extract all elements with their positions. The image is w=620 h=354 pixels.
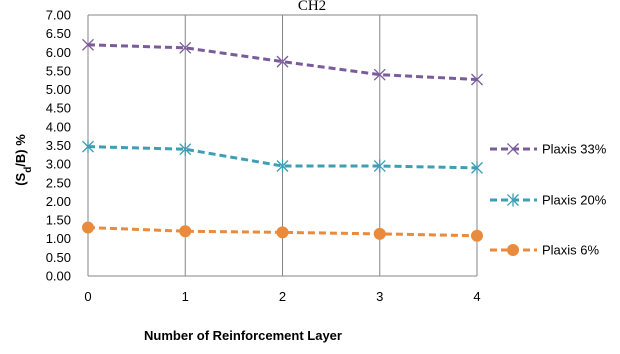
y-tick-label: 1.00 <box>46 231 71 246</box>
legend-marker <box>507 193 519 207</box>
y-tick-label: 2.00 <box>46 194 71 209</box>
data-point <box>179 41 192 54</box>
y-tick-label: 5.00 <box>46 82 71 97</box>
data-point <box>179 142 192 156</box>
y-axis-ticks: 0.00 0.50 1.00 1.50 2.00 2.50 3.00 3.50 4.00 4.50… <box>46 8 71 284</box>
data-point <box>373 227 386 240</box>
legend-label: Plaxis 20% <box>542 193 607 208</box>
data-point <box>471 161 483 175</box>
y-axis-title: (Sd/B) % <box>13 134 34 186</box>
y-axis-title-sub: d <box>23 167 34 173</box>
y-tick-label: 0.00 <box>46 269 71 284</box>
legend-label: Plaxis 6% <box>542 243 600 258</box>
x-tick-label: 4 <box>473 289 480 304</box>
data-point <box>276 159 289 173</box>
data-point <box>82 38 94 51</box>
data-point <box>276 226 289 239</box>
data-point <box>373 68 386 81</box>
y-tick-label: 4.00 <box>46 119 71 134</box>
data-point <box>471 229 483 242</box>
data-point-stroke <box>179 41 192 54</box>
legend: Plaxis 33% Plaxis 20% Plaxis 6% <box>490 142 607 258</box>
y-tick-label: 7.00 <box>46 8 71 23</box>
x-tick-label: 1 <box>182 289 189 304</box>
series-plot <box>82 38 483 242</box>
data-point <box>373 159 386 173</box>
legend-marker <box>507 143 519 155</box>
legend-item-1: Plaxis 20% <box>490 193 607 208</box>
data-point <box>82 221 94 234</box>
y-axis-title-open: (S <box>13 172 28 185</box>
y-tick-label: 6.50 <box>46 26 71 41</box>
x-tick-label: 2 <box>279 289 286 304</box>
legend-item-0: Plaxis 33% <box>490 142 607 157</box>
axes <box>88 14 477 277</box>
data-point <box>179 225 192 238</box>
series-line-2 <box>87 226 478 238</box>
legend-marker <box>507 244 519 256</box>
data-point <box>276 55 289 68</box>
y-tick-label: 5.50 <box>46 63 71 78</box>
chart-top-label: CH2 <box>298 0 326 14</box>
y-axis-title-close: /B) % <box>13 134 28 167</box>
data-point <box>82 140 94 154</box>
x-tick-label: 0 <box>84 289 91 304</box>
series-line-1 <box>87 145 478 170</box>
data-point-stroke <box>373 68 386 81</box>
data-point-stroke <box>82 38 94 51</box>
y-tick-label: 1.50 <box>46 213 71 228</box>
y-tick-label: 0.50 <box>46 250 71 265</box>
x-axis-ticks: 0 1 2 3 4 <box>84 289 480 304</box>
y-tick-label: 2.50 <box>46 175 71 190</box>
legend-marker-stroke <box>507 143 519 155</box>
legend-label: Plaxis 33% <box>542 142 607 157</box>
y-tick-label: 4.50 <box>46 101 71 116</box>
x-tick-label: 3 <box>376 289 383 304</box>
x-axis-title: Number of Reinforcement Layer <box>144 328 342 343</box>
y-tick-label: 3.00 <box>46 157 71 172</box>
data-point-stroke <box>471 73 483 86</box>
y-tick-label: 6.00 <box>46 45 71 60</box>
data-point-stroke <box>276 55 289 68</box>
y-tick-label: 3.50 <box>46 138 71 153</box>
data-point <box>471 73 483 86</box>
legend-item-2: Plaxis 6% <box>490 243 600 258</box>
